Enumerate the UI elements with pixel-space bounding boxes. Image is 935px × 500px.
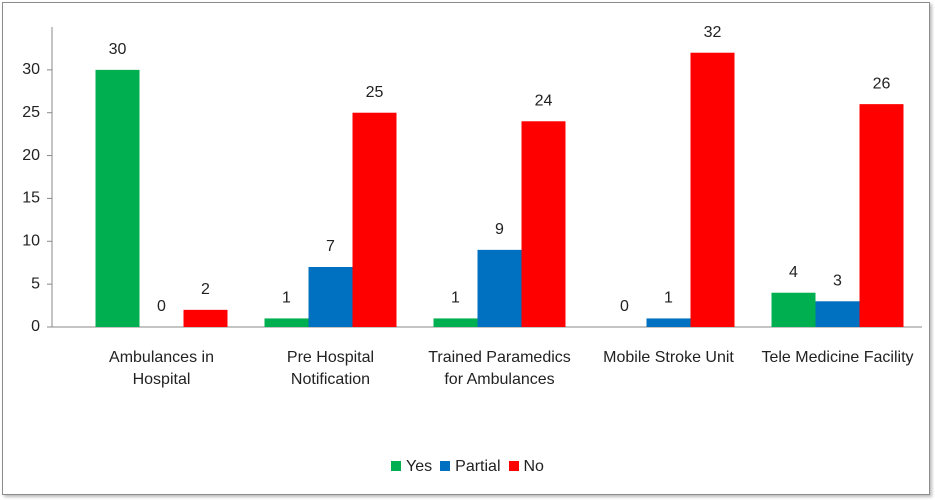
x-tick-label: Trained Paramedics for Ambulances	[428, 349, 571, 388]
x-tick-label: Ambulances in Hospital	[109, 349, 214, 388]
value-label: 25	[366, 84, 384, 101]
bar	[183, 309, 228, 327]
chart-frame	[2, 2, 930, 495]
value-label: 3	[833, 273, 842, 290]
y-tick-label: 15	[22, 190, 40, 207]
y-tick-label: 20	[22, 147, 40, 164]
legend-swatch	[440, 461, 451, 471]
x-tick-label: Mobile Stroke Unit	[603, 349, 734, 366]
x-tick-label: Tele Medicine Facility	[761, 349, 914, 366]
legend-item: No	[508, 458, 544, 476]
legend-item: Yes	[391, 458, 432, 476]
legend: Yes Partial No	[0, 458, 935, 476]
bar	[521, 121, 566, 328]
bar	[815, 301, 860, 327]
value-label: 24	[535, 93, 553, 110]
value-label: 7	[326, 238, 335, 255]
value-label: 1	[664, 290, 673, 307]
bar	[646, 318, 691, 327]
value-label: 2	[201, 281, 210, 298]
y-tick-label: 10	[22, 233, 40, 250]
bar	[859, 104, 904, 328]
x-tick-label: Pre Hospital Notification	[286, 349, 375, 388]
bar	[477, 249, 522, 327]
value-label: 9	[495, 221, 504, 238]
value-label: 1	[282, 290, 291, 307]
value-label: 0	[157, 298, 166, 315]
bar	[352, 112, 397, 327]
y-tick-label: 30	[22, 61, 40, 78]
y-tick-label: 25	[22, 104, 40, 121]
legend-item: Partial	[440, 458, 501, 476]
value-label: 4	[789, 264, 798, 281]
bar	[771, 292, 816, 327]
value-label: 1	[451, 290, 460, 307]
legend-swatch	[391, 461, 402, 471]
legend-label: No	[523, 458, 544, 475]
legend-swatch	[508, 461, 519, 471]
y-tick-label: 5	[31, 275, 40, 292]
value-label: 32	[704, 24, 722, 41]
bar	[95, 69, 140, 327]
y-tick-label: 0	[31, 318, 40, 335]
bar	[433, 318, 478, 327]
legend-label: Yes	[406, 458, 433, 475]
bar	[264, 318, 309, 327]
bar	[690, 52, 735, 327]
value-label: 26	[873, 75, 891, 92]
legend-label: Partial	[455, 458, 501, 475]
value-label: 30	[109, 41, 127, 58]
bar	[308, 267, 353, 327]
value-label: 0	[620, 298, 629, 315]
